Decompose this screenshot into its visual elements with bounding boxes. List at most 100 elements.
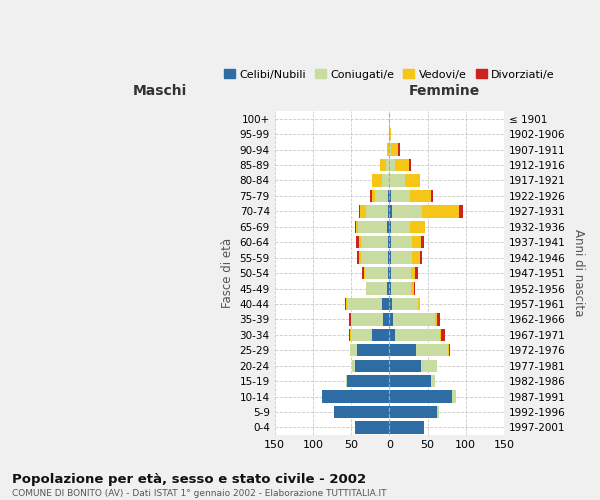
Bar [389,144,391,156]
Bar [395,159,409,171]
Bar [389,236,391,248]
Bar [420,252,422,264]
Bar [372,190,375,202]
Bar [414,282,415,294]
Bar [410,220,425,233]
Bar [389,252,391,264]
Bar [389,282,391,294]
Bar [380,159,386,171]
Bar [355,421,389,434]
Bar [416,344,448,356]
Bar [373,328,389,341]
Bar [388,252,389,264]
Bar [448,344,449,356]
Bar [351,328,373,341]
Bar [364,267,365,280]
Y-axis label: Anni di nascita: Anni di nascita [572,230,585,317]
Bar [322,390,389,402]
Bar [370,190,372,202]
Bar [357,344,389,356]
Bar [361,236,388,248]
Bar [359,252,361,264]
Bar [389,406,437,418]
Bar [459,205,463,218]
Bar [387,144,389,156]
Bar [389,390,452,402]
Bar [431,375,435,388]
Bar [382,174,389,186]
Bar [410,190,431,202]
Text: Femmine: Femmine [409,84,480,98]
Bar [431,190,433,202]
Bar [391,236,412,248]
Bar [389,313,393,326]
Bar [415,267,418,280]
Bar [404,174,420,186]
Bar [389,298,392,310]
Bar [387,282,389,294]
Bar [391,282,412,294]
Bar [347,298,382,310]
Bar [422,205,459,218]
Text: Popolazione per età, sesso e stato civile - 2002: Popolazione per età, sesso e stato civil… [12,472,366,486]
Bar [412,252,420,264]
Bar [352,360,355,372]
Bar [383,313,389,326]
Bar [440,328,441,341]
Bar [345,298,346,310]
Bar [367,205,388,218]
Legend: Celibi/Nubili, Coniugati/e, Vedovi/e, Divorziati/e: Celibi/Nubili, Coniugati/e, Vedovi/e, Di… [220,64,559,84]
Bar [389,220,391,233]
Bar [375,190,388,202]
Bar [350,328,351,341]
Bar [392,205,422,218]
Bar [355,220,356,233]
Bar [346,298,347,310]
Bar [391,267,412,280]
Bar [437,313,440,326]
Bar [360,205,367,218]
Bar [389,375,431,388]
Bar [391,252,412,264]
Bar [391,220,410,233]
Text: COMUNE DI BONITO (AV) - Dati ISTAT 1° gennaio 2002 - Elaborazione TUTTITALIA.IT: COMUNE DI BONITO (AV) - Dati ISTAT 1° ge… [12,489,386,498]
Bar [356,220,358,233]
Bar [389,205,392,218]
Bar [389,360,421,372]
Bar [391,190,410,202]
Bar [356,236,359,248]
Bar [388,205,389,218]
Bar [452,390,456,402]
Bar [367,282,387,294]
Bar [389,174,404,186]
Bar [389,128,391,140]
Bar [358,220,387,233]
Bar [387,220,389,233]
Bar [382,298,389,310]
Bar [393,313,435,326]
Bar [349,313,351,326]
Bar [362,267,364,280]
Bar [346,375,347,388]
Bar [361,252,388,264]
Bar [389,159,395,171]
Bar [437,406,439,418]
Bar [435,313,437,326]
Bar [389,421,424,434]
Bar [398,144,400,156]
Text: Maschi: Maschi [133,84,187,98]
Bar [409,159,410,171]
Bar [412,282,414,294]
Bar [359,236,361,248]
Bar [412,236,421,248]
Bar [347,375,389,388]
Bar [389,344,416,356]
Bar [373,174,382,186]
Bar [349,328,350,341]
Bar [421,360,437,372]
Bar [449,344,451,356]
Bar [389,328,395,341]
Bar [386,159,389,171]
Bar [421,236,424,248]
Bar [351,313,383,326]
